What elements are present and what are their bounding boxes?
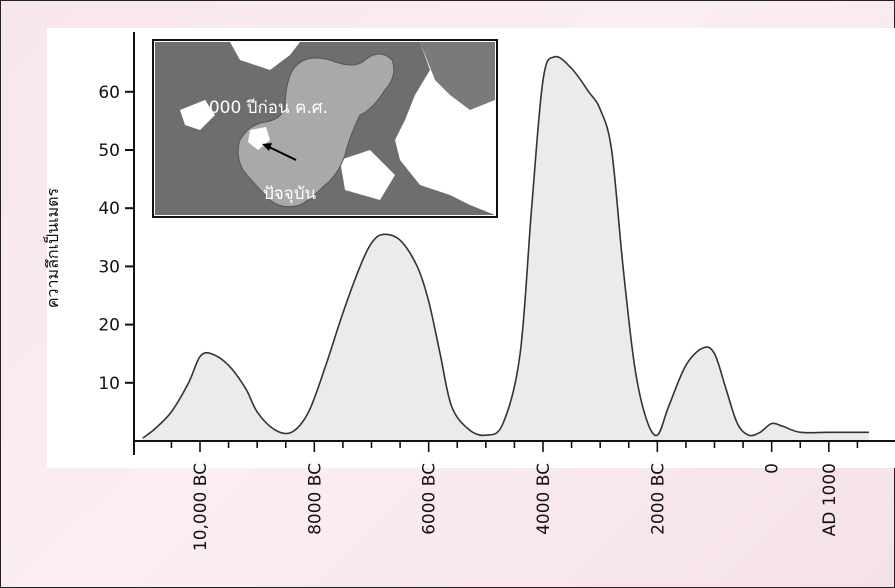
depth-series-line [142, 55, 869, 439]
x-tick-label: 2000 BC [648, 463, 668, 535]
inset-label-past: 4000 ปีก่อน ค.ศ. [198, 98, 328, 118]
map-inset: 4000 ปีก่อน ค.ศ. ปัจจุบัน [152, 39, 498, 218]
inset-land-2 [420, 42, 495, 110]
inset-lake [237, 53, 395, 208]
y-tick-label: 10 [98, 374, 120, 394]
y-tick-label: 50 [98, 141, 120, 161]
y-tick-label: 40 [98, 199, 120, 219]
x-tick-label: 10,000 BC [191, 463, 211, 551]
y-axis-title: ความลึกเป็นเมตร [42, 187, 62, 308]
x-tick-label: 6000 BC [420, 463, 440, 535]
depth-area [142, 56, 869, 442]
x-tick-label: 0 [763, 463, 783, 474]
inset-label-present: ปัจจุบัน [263, 184, 317, 204]
x-tick-label: 4000 BC [534, 463, 554, 535]
inset-sea [180, 100, 215, 130]
inset-sea-2 [340, 150, 395, 200]
plot-area: 10 20 30 40 50 60 ความลึกเป็นเมตร 10,000 BC 8000… [42, 32, 895, 551]
inset-arrow [266, 145, 297, 161]
x-tick-label: AD 1000 [820, 463, 840, 536]
y-tick-label: 60 [98, 83, 120, 103]
x-tick-label: 8000 BC [305, 463, 325, 535]
y-tick-label: 30 [98, 257, 120, 277]
y-tick-label: 20 [98, 316, 120, 336]
inset-arrowhead [262, 143, 272, 151]
